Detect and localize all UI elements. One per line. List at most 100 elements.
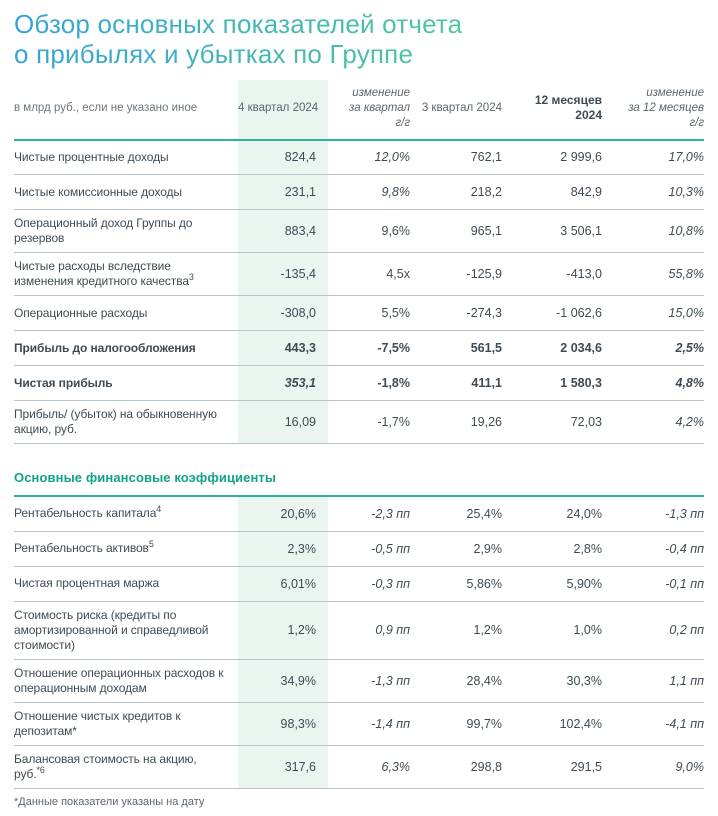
row-label: Чистые расходы вследствие изменения кред…: [14, 252, 238, 296]
row-label: Чистые комиссионные доходы: [14, 174, 238, 210]
value-cell: 317,6: [238, 744, 328, 789]
row-label: Операционные расходы: [14, 295, 238, 331]
value-cell: 19,26: [410, 400, 502, 445]
table-row: Чистые комиссионные доходы 231,1 9,8% 218,2…: [14, 174, 704, 210]
value-cell: 0,9 пп: [328, 600, 410, 660]
value-cell: -1,3 пп: [328, 658, 410, 703]
value-cell: 10,8%: [602, 209, 704, 253]
table-row: Отношение операционных расходов к операц…: [14, 658, 704, 703]
value-cell: -135,4: [238, 252, 328, 296]
value-cell: 1,1 пп: [602, 658, 704, 703]
value-cell: 72,03: [502, 400, 602, 445]
value-cell: -0,4 пп: [602, 530, 704, 567]
value-cell: -2,3 пп: [328, 495, 410, 532]
row-label: Чистые процентные доходы: [14, 149, 169, 164]
value-cell: 1,0%: [502, 600, 602, 660]
unit-label: в млрд руб., если не указано иное: [14, 79, 238, 141]
value-cell: 1,2%: [238, 600, 328, 660]
column-header: изменение за 12 месяцев г/г: [602, 79, 704, 141]
value-cell: 102,4%: [502, 701, 602, 746]
value-cell: 2,3%: [238, 530, 328, 567]
value-cell: 99,7%: [410, 701, 502, 746]
value-cell: 3 506,1: [502, 209, 602, 253]
value-cell: -0,3 пп: [328, 565, 410, 602]
table-row: Чистые расходы вследствие изменения кред…: [14, 252, 704, 296]
footnote-marker: 3: [188, 272, 194, 283]
page-title-line2: о прибылях и убытках по Группе: [14, 38, 414, 69]
row-label: Чистая прибыль: [14, 365, 238, 401]
value-cell: 55,8%: [602, 252, 704, 296]
value-cell: 291,5: [502, 744, 602, 789]
value-cell: 4,5x: [328, 252, 410, 296]
value-cell: 4,2%: [602, 400, 704, 445]
value-cell: 842,9: [502, 174, 602, 210]
value-cell: 20,6%: [238, 495, 328, 532]
row-label: Отношение операционных расходов к операц…: [14, 658, 238, 703]
value-cell: 965,1: [410, 209, 502, 253]
value-cell: 561,5: [410, 330, 502, 366]
row-label: Отношение чистых кредитов к депозитам*: [14, 701, 238, 746]
value-cell: 17,0%: [668, 150, 704, 165]
value-cell: 1,2%: [410, 600, 502, 660]
financial-ratios-body: Рентабельность капитала4 20,6% -2,3 пп 25,4…: [14, 495, 704, 789]
table-row: Прибыль/ (убыток) на обыкновенную акцию,…: [14, 400, 704, 445]
row-label: Операционный доход Группы до резервов: [14, 209, 238, 253]
table-row: Рентабельность активов5 2,3% -0,5 пп 2,9% 2,…: [14, 530, 704, 567]
row-label: Рентабельность капитала4: [14, 495, 238, 532]
row-label: Балансовая стоимость на акцию, руб.*6: [14, 744, 238, 789]
value-cell: 883,4: [238, 209, 328, 253]
footnote-marker: 4: [156, 504, 162, 515]
value-cell: 0,2 пп: [602, 600, 704, 660]
value-cell: 9,0%: [602, 744, 704, 789]
footnote-marker: 5: [148, 539, 154, 550]
income-statement-body: Чистые процентные доходы 824,4 12,0% 762,1 2…: [14, 139, 704, 445]
value-cell: 298,8: [410, 744, 502, 789]
table-row: Рентабельность капитала4 20,6% -2,3 пп 25,4…: [14, 495, 704, 532]
column-header: 4 квартал 2024: [238, 79, 328, 141]
value-cell: 353,1: [238, 365, 328, 401]
financial-ratios-table: Рентабельность капитала4 20,6% -2,3 пп 25,4…: [14, 495, 704, 789]
value-cell: -1,8%: [328, 365, 410, 401]
value-cell: 6,3%: [328, 744, 410, 789]
value-cell: -308,0: [238, 295, 328, 331]
value-cell: -1 062,6: [502, 295, 602, 331]
value-cell: -125,9: [410, 252, 502, 296]
footnote-marker: *6: [36, 764, 45, 775]
value-cell: 2,5%: [602, 330, 704, 366]
value-cell: 762,1: [470, 150, 502, 165]
value-cell: -274,3: [410, 295, 502, 331]
value-cell: 411,1: [410, 365, 502, 401]
column-header: 3 квартал 2024: [410, 79, 502, 141]
value-cell: 30,3%: [502, 658, 602, 703]
table-row: Стоимость риска (кредиты по амортизирова…: [14, 600, 704, 660]
income-statement-table: в млрд руб., если не указано иное 4 квар…: [14, 79, 704, 445]
value-cell: 2 999,6: [560, 150, 602, 165]
row-label: Рентабельность активов5: [14, 530, 238, 567]
value-cell: 25,4%: [410, 495, 502, 532]
value-cell: 16,09: [238, 400, 328, 445]
table-header-row: в млрд руб., если не указано иное 4 квар…: [14, 79, 704, 141]
value-cell: 5,5%: [328, 295, 410, 331]
value-cell: 24,0%: [502, 495, 602, 532]
value-cell: 5,86%: [410, 565, 502, 602]
value-cell: -1,4 пп: [328, 701, 410, 746]
row-label: Прибыль до налогообложения: [14, 330, 238, 366]
value-cell: 10,3%: [602, 174, 704, 210]
value-cell: -1,3 пп: [602, 495, 704, 532]
page-title: Обзор основных показателей отчета о прибы…: [14, 10, 704, 70]
value-cell: 9,6%: [328, 209, 410, 253]
value-cell: 34,9%: [238, 658, 328, 703]
value-cell: 4,8%: [602, 365, 704, 401]
value-cell: 2,8%: [502, 530, 602, 567]
value-cell: 15,0%: [602, 295, 704, 331]
value-cell: 824,4: [238, 139, 328, 175]
column-header: 12 месяцев 2024: [502, 79, 602, 141]
value-cell: 12,0%: [374, 150, 410, 165]
table-row: Операционный доход Группы до резервов 883…: [14, 209, 704, 253]
value-cell: -413,0: [502, 252, 602, 296]
value-cell: 5,90%: [502, 565, 602, 602]
value-cell: 218,2: [410, 174, 502, 210]
value-cell: -0,5 пп: [328, 530, 410, 567]
value-cell: 6,01%: [238, 565, 328, 602]
value-cell: 1 580,3: [502, 365, 602, 401]
